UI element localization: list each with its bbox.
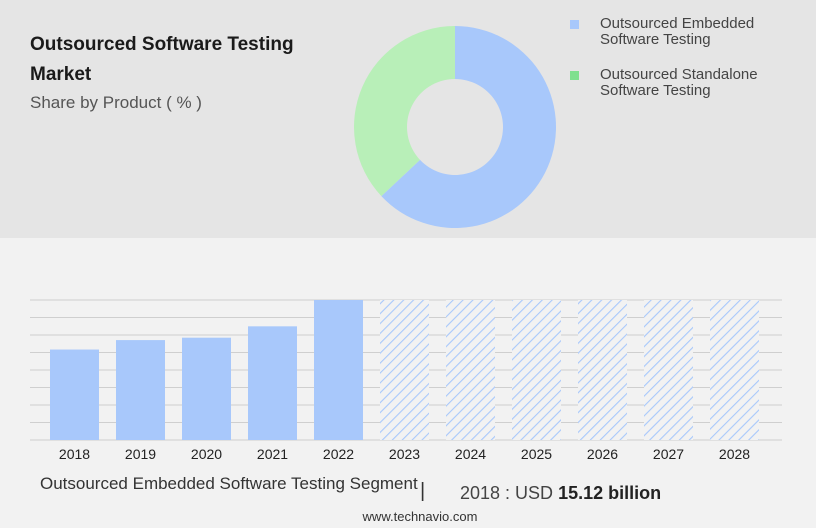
legend-label: Software Testing [600, 31, 711, 48]
x-tick-label: 2018 [59, 446, 90, 462]
legend-item-embedded: Outsourced Embedded Software Testing [570, 16, 810, 48]
x-tick-label: 2021 [257, 446, 288, 462]
segment-value-amount: 15.12 billion [558, 483, 662, 503]
bar-2018 [50, 349, 99, 440]
bar-forecast-2026 [578, 300, 627, 440]
bar-forecast-2028 [710, 300, 759, 440]
x-tick-label: 2025 [521, 446, 552, 462]
chart-subtitle: Share by Product ( % ) [30, 93, 202, 112]
legend-label: Outsourced Embedded [600, 15, 755, 32]
x-tick-label: 2027 [653, 446, 684, 462]
bar-forecast-2025 [512, 300, 561, 440]
legend: Outsourced Embedded Software Testing Out… [570, 16, 810, 118]
donut-chart [354, 26, 556, 228]
x-tick-label: 2024 [455, 446, 486, 462]
segment-value: 2018 : USD 15.12 billion [460, 483, 661, 504]
x-axis-ticks: 2018 2019 2020 2021 2022 2023 2024 2025 2026 2027… [59, 446, 750, 462]
x-tick-label: 2020 [191, 446, 222, 462]
bar-2021 [248, 326, 297, 440]
bar-forecast-2024 [446, 300, 495, 440]
x-tick-label: 2028 [719, 446, 750, 462]
bar-forecast-2023 [380, 300, 429, 440]
footer-url: www.technavio.com [362, 509, 478, 524]
segment-year-prefix: 2018 : USD [460, 483, 554, 503]
bar-2020 [182, 337, 231, 440]
legend-item-standalone: Outsourced Standalone Software Testing [570, 67, 810, 99]
legend-swatch-standalone [570, 71, 579, 80]
page-title: Outsourced Software Testing Market [30, 34, 294, 85]
x-tick-label: 2022 [323, 446, 354, 462]
legend-label: Software Testing [600, 82, 711, 99]
bar-2022 [314, 300, 363, 440]
x-tick-label: 2026 [587, 446, 618, 462]
divider: | [420, 480, 426, 502]
x-tick-label: 2023 [389, 446, 420, 462]
donut-slice-standalone [354, 26, 455, 197]
legend-label: Outsourced Standalone [600, 66, 758, 83]
donut-slice-embedded [381, 26, 556, 228]
bar-forecast-2027 [644, 300, 693, 440]
x-tick-label: 2019 [125, 446, 156, 462]
bar-chart [50, 300, 759, 440]
segment-label: Outsourced Embedded Software Testing Seg… [40, 474, 418, 493]
legend-swatch-embedded [570, 20, 579, 29]
bar-2019 [116, 340, 165, 440]
